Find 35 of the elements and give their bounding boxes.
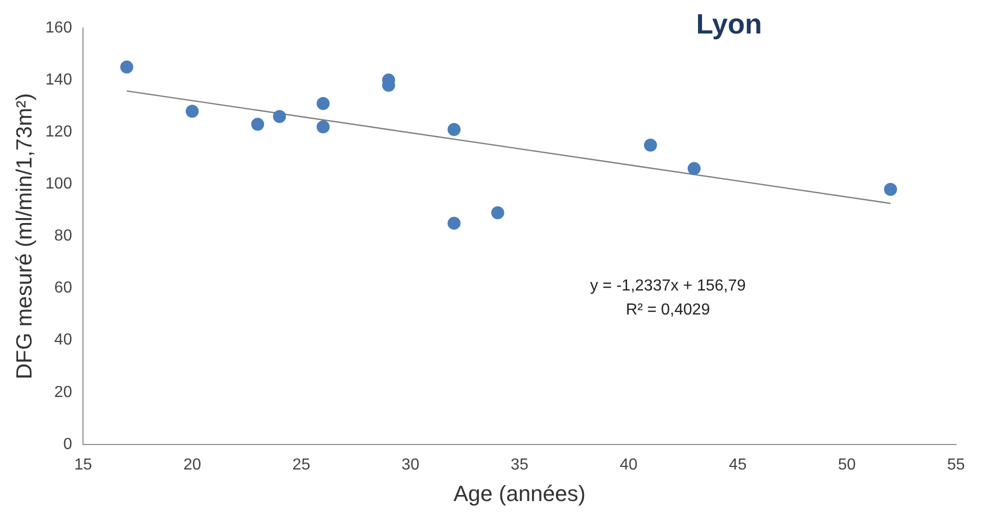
x-tick-label: 25 xyxy=(292,456,310,474)
annotation: R² = 0,4029 xyxy=(626,302,710,319)
point xyxy=(644,138,657,152)
point xyxy=(884,182,898,196)
point xyxy=(120,60,134,74)
y-tick-label: 120 xyxy=(45,124,72,141)
point xyxy=(491,206,504,220)
point xyxy=(448,216,461,230)
y-tick-label: 40 xyxy=(54,332,72,349)
annotation: y = -1,2337x + 156,79 xyxy=(590,278,746,295)
point xyxy=(316,120,330,134)
chart-title: Lyon xyxy=(696,8,762,40)
x-tick-label: 20 xyxy=(183,456,202,474)
point xyxy=(186,104,199,118)
point xyxy=(316,96,330,110)
y-tick-label: 80 xyxy=(54,228,72,245)
y-tick-label: 100 xyxy=(45,176,72,193)
y-tick-label: 20 xyxy=(54,384,72,401)
x-tick-label: 30 xyxy=(402,456,420,474)
y-tick-label: 140 xyxy=(45,71,72,88)
point xyxy=(273,110,286,123)
x-tick-label: 35 xyxy=(510,456,529,474)
x-tick-label: 15 xyxy=(74,456,92,474)
y-tick-label: 160 xyxy=(45,19,72,36)
y-tick-label: 0 xyxy=(63,436,72,453)
x-tick-label: 45 xyxy=(728,456,747,474)
x-tick-label: 40 xyxy=(620,456,638,474)
x-tick-label: 55 xyxy=(947,456,965,474)
x-tick-label: 50 xyxy=(838,456,856,474)
point xyxy=(251,118,264,131)
point xyxy=(448,123,461,136)
y-tick-label: 60 xyxy=(54,280,72,297)
point xyxy=(688,162,701,176)
y-axis-title: DFG mesuré (ml/min/1,73m²) xyxy=(11,93,36,380)
x-axis-title: Age (années) xyxy=(454,480,586,506)
